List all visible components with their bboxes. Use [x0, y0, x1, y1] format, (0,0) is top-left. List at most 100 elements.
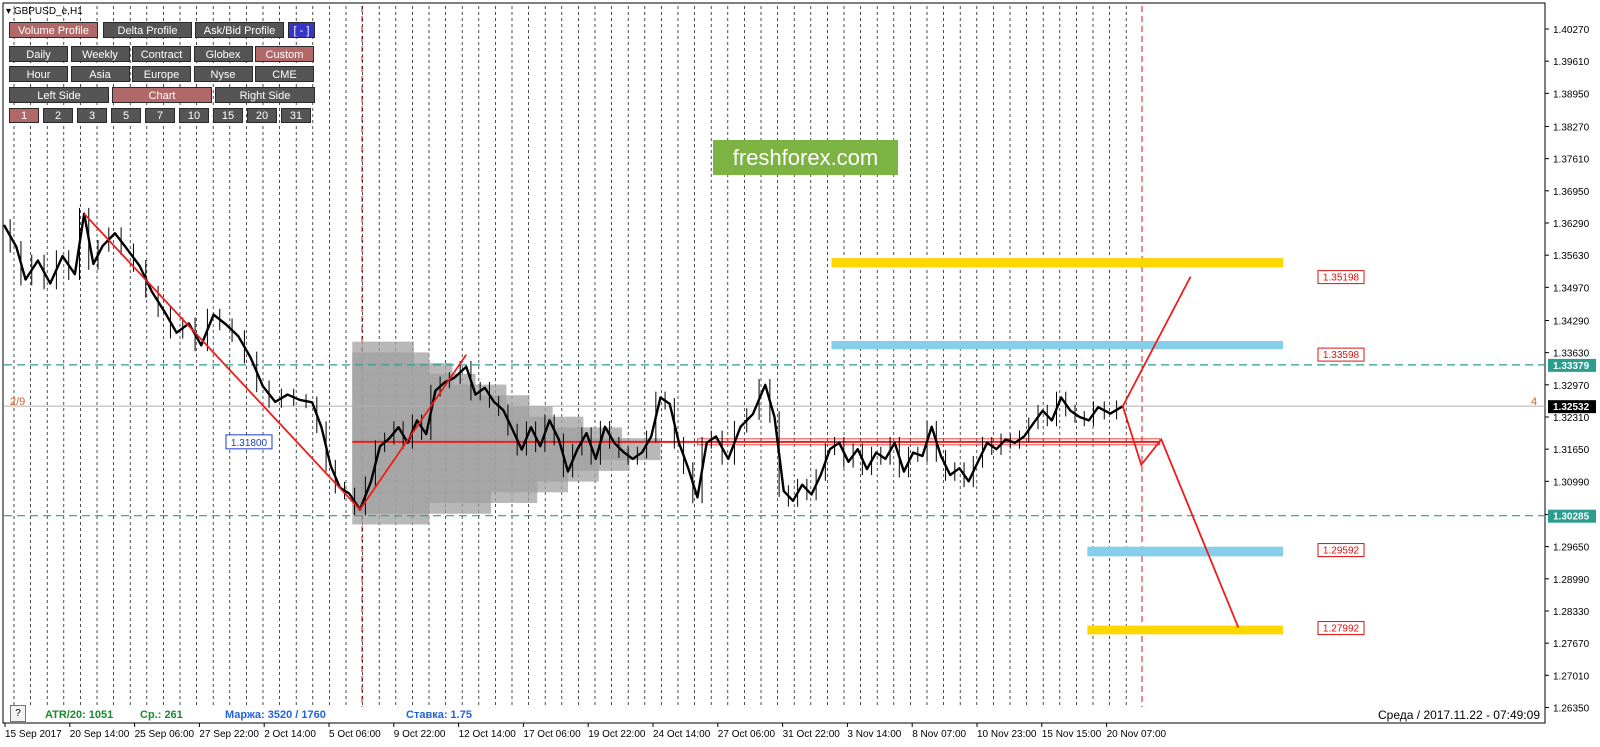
side-btn-chart[interactable]: Chart: [112, 87, 212, 103]
period-btn-daily[interactable]: Daily: [9, 46, 68, 62]
x-tick-label: 15 Nov 15:00: [1042, 729, 1102, 740]
price-tag-label: 1.30285: [1553, 512, 1590, 523]
count-btn-1[interactable]: 1: [9, 108, 39, 123]
y-tick-label: 1.35630: [1553, 251, 1590, 262]
symbol-label: ▾ GBPUSD_e,H1: [6, 6, 83, 17]
x-tick-label: 10 Nov 23:00: [977, 729, 1037, 740]
bar-counter-right: 4: [1531, 396, 1538, 408]
price-zone: [1087, 625, 1284, 635]
poc-label: 1.31800: [231, 438, 268, 449]
count-btn-10[interactable]: 10: [179, 108, 209, 123]
session-btn-europe[interactable]: Europe: [132, 66, 191, 82]
x-tick-label: 2 Oct 14:00: [264, 729, 316, 740]
x-tick-label: 27 Oct 06:00: [718, 729, 776, 740]
zone-label-box: [1317, 270, 1365, 285]
price-zone: [1087, 546, 1284, 557]
x-tick-label: 24 Oct 14:00: [653, 729, 711, 740]
price-zone: [831, 258, 1284, 268]
session-btn-cme[interactable]: CME: [255, 66, 314, 82]
brand-logo: freshforex.com: [713, 140, 898, 175]
profile-btn-delta-profile[interactable]: Delta Profile: [103, 22, 192, 38]
count-btn-31[interactable]: 31: [281, 108, 311, 123]
x-tick-label: 5 Oct 06:00: [329, 729, 381, 740]
zone-label: 1.33598: [1323, 350, 1360, 361]
side-btn-right-side[interactable]: Right Side: [215, 87, 315, 103]
y-tick-label: 1.39610: [1553, 57, 1590, 68]
zone-label: 1.35198: [1323, 273, 1360, 284]
x-tick-label: 12 Oct 14:00: [459, 729, 517, 740]
y-tick-label: 1.33630: [1553, 349, 1590, 360]
y-tick-label: 1.29650: [1553, 543, 1590, 554]
y-tick-label: 1.30990: [1553, 477, 1590, 488]
session-btn-asia[interactable]: Asia: [70, 66, 130, 82]
count-btn-15[interactable]: 15: [213, 108, 243, 123]
x-tick-label: 20 Nov 07:00: [1107, 729, 1167, 740]
price-tag-label: 1.33379: [1553, 361, 1590, 372]
margin-stat: Маржа: 3520 / 1760: [225, 709, 326, 721]
y-tick-label: 1.26350: [1553, 703, 1590, 714]
y-tick-label: 1.40270: [1553, 25, 1590, 36]
y-tick-label: 1.36950: [1553, 187, 1590, 198]
zone-label: 1.27992: [1323, 624, 1360, 635]
x-tick-label: 8 Nov 07:00: [912, 729, 966, 740]
count-btn-7[interactable]: 7: [145, 108, 175, 123]
zigzag-history-line: [83, 213, 468, 512]
x-tick-label: 19 Oct 22:00: [588, 729, 646, 740]
y-tick-label: 1.36290: [1553, 219, 1590, 230]
symbol-text: GBPUSD_e,H1: [13, 6, 83, 17]
period-btn-custom[interactable]: Custom: [255, 46, 314, 62]
y-tick-label: 1.31650: [1553, 445, 1590, 456]
chart-frame: [2, 2, 1546, 724]
price-zone: [831, 340, 1284, 350]
x-tick-label: 25 Sep 06:00: [135, 729, 195, 740]
y-tick-label: 1.38950: [1553, 89, 1590, 100]
price-tag: [1548, 358, 1596, 372]
zone-label-box: [1317, 347, 1365, 362]
zone-label-box: [1317, 543, 1365, 558]
y-tick-label: 1.38270: [1553, 122, 1590, 133]
count-btn-3[interactable]: 3: [77, 108, 107, 123]
x-tick-label: 15 Sep 2017: [5, 729, 62, 740]
zone-label-box: [1317, 621, 1365, 636]
y-tick-label: 1.28330: [1553, 607, 1590, 618]
period-btn-contract[interactable]: Contract: [132, 46, 191, 62]
price-tag: [1548, 509, 1596, 523]
x-tick-label: 17 Oct 06:00: [523, 729, 581, 740]
atr-stat: ATR/20: 1051: [45, 709, 114, 721]
poc-label-box: [225, 434, 273, 450]
period-btn-weekly[interactable]: Weekly: [70, 46, 130, 62]
x-tick-label: 20 Sep 14:00: [70, 729, 130, 740]
volume-profile-bar: [352, 502, 430, 525]
help-button[interactable]: ?: [10, 705, 26, 722]
average-stat: Ср.: 261: [140, 709, 183, 721]
forecast-up-line: [1121, 276, 1192, 407]
side-btn-left-side[interactable]: Left Side: [9, 87, 109, 103]
y-tick-label: 1.28990: [1553, 575, 1590, 586]
y-tick-label: 1.27010: [1553, 671, 1590, 682]
y-tick-label: 1.37610: [1553, 155, 1590, 166]
zone-label: 1.29592: [1323, 546, 1360, 557]
y-tick-label: 1.27670: [1553, 639, 1590, 650]
x-tick-label: 9 Oct 22:00: [394, 729, 446, 740]
forecast-down-line: [1121, 405, 1240, 628]
y-tick-label: 1.32970: [1553, 381, 1590, 392]
session-btn-hour[interactable]: Hour: [9, 66, 68, 82]
period-btn-globex[interactable]: Globex: [193, 46, 253, 62]
y-tick-label: 1.34970: [1553, 283, 1590, 294]
session-btn-nyse[interactable]: Nyse: [193, 66, 253, 82]
x-tick-label: 31 Oct 22:00: [783, 729, 841, 740]
datetime-display: Среда / 2017.11.22 - 07:49:09: [1378, 708, 1540, 722]
rate-stat: Ставка: 1.75: [406, 709, 472, 721]
price-tag-label: 1.32532: [1553, 402, 1590, 413]
dropdown-triangle-icon[interactable]: ▾: [6, 6, 12, 17]
y-tick-label: 1.32310: [1553, 413, 1590, 424]
profile-btn-toggle[interactable]: [ - ]: [288, 22, 315, 38]
count-btn-2[interactable]: 2: [43, 108, 73, 123]
count-btn-5[interactable]: 5: [111, 108, 141, 123]
count-btn-20[interactable]: 20: [247, 108, 277, 123]
profile-btn-ask-bid-profile[interactable]: Ask/Bid Profile: [195, 22, 284, 38]
profile-btn-volume-profile[interactable]: Volume Profile: [9, 22, 98, 38]
y-tick-label: 1.34290: [1553, 316, 1590, 327]
bar-counter-left: 2/9: [10, 396, 26, 408]
